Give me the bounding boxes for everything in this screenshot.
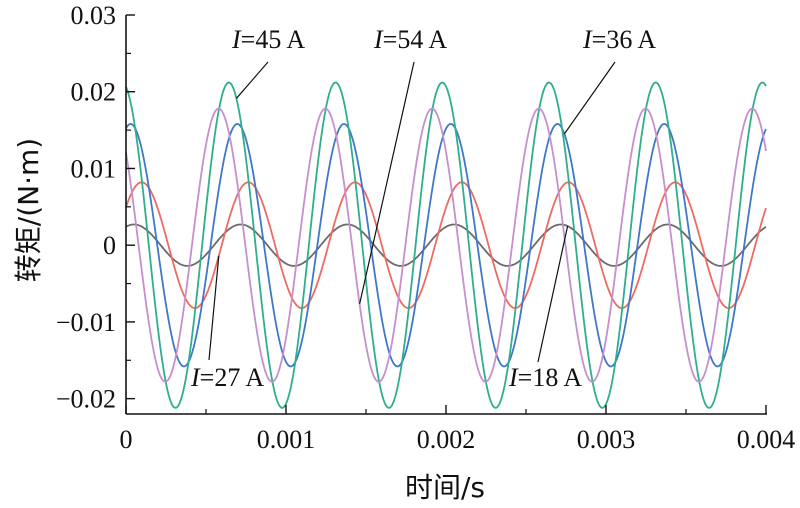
series-line-0 [125, 223, 767, 267]
annotation-layer: I=45 A I=54 A I=36 A I=27 A I=18 A [190, 25, 656, 392]
annotation-leader-line [563, 61, 616, 135]
x-tick-label: 0.004 [737, 425, 796, 454]
annotation-leader-line [359, 61, 415, 305]
y-tick-label: 0 [103, 231, 116, 260]
series-line-4 [125, 107, 767, 383]
annotation-leader-line [235, 61, 269, 99]
y-axis-label: 转矩/(N·m) [12, 138, 45, 282]
annotation-label: I=36 A [582, 25, 656, 54]
annotation-leader-line [208, 255, 220, 361]
x-axis-label: 时间/s [405, 471, 485, 504]
x-tick-label: 0.002 [417, 425, 476, 454]
annotation-label: I=54 A [373, 25, 447, 54]
series-layer [125, 81, 767, 409]
annotation-leader-line [537, 225, 569, 363]
y-tick-label: 0.02 [71, 78, 117, 107]
y-tick-label: −0.02 [56, 385, 116, 414]
y-tick-label: −0.01 [56, 308, 116, 337]
annotation-label: I=45 A [231, 25, 305, 54]
x-tick-label: 0 [120, 425, 133, 454]
x-tick-label: 0.003 [577, 425, 636, 454]
y-tick-label: 0.01 [71, 154, 117, 183]
annotation-label: I=18 A [508, 363, 582, 392]
series-line-3 [125, 81, 767, 409]
series-line-1 [125, 181, 767, 310]
x-tick-label: 0.001 [257, 425, 316, 454]
y-tick-label: 0.03 [71, 1, 117, 30]
series-line-2 [125, 123, 767, 368]
annotation-label: I=27 A [190, 363, 264, 392]
axes: 0 0.001 0.002 0.003 0.004 −0.02 −0.01 0 0.01 0.02… [56, 1, 795, 454]
